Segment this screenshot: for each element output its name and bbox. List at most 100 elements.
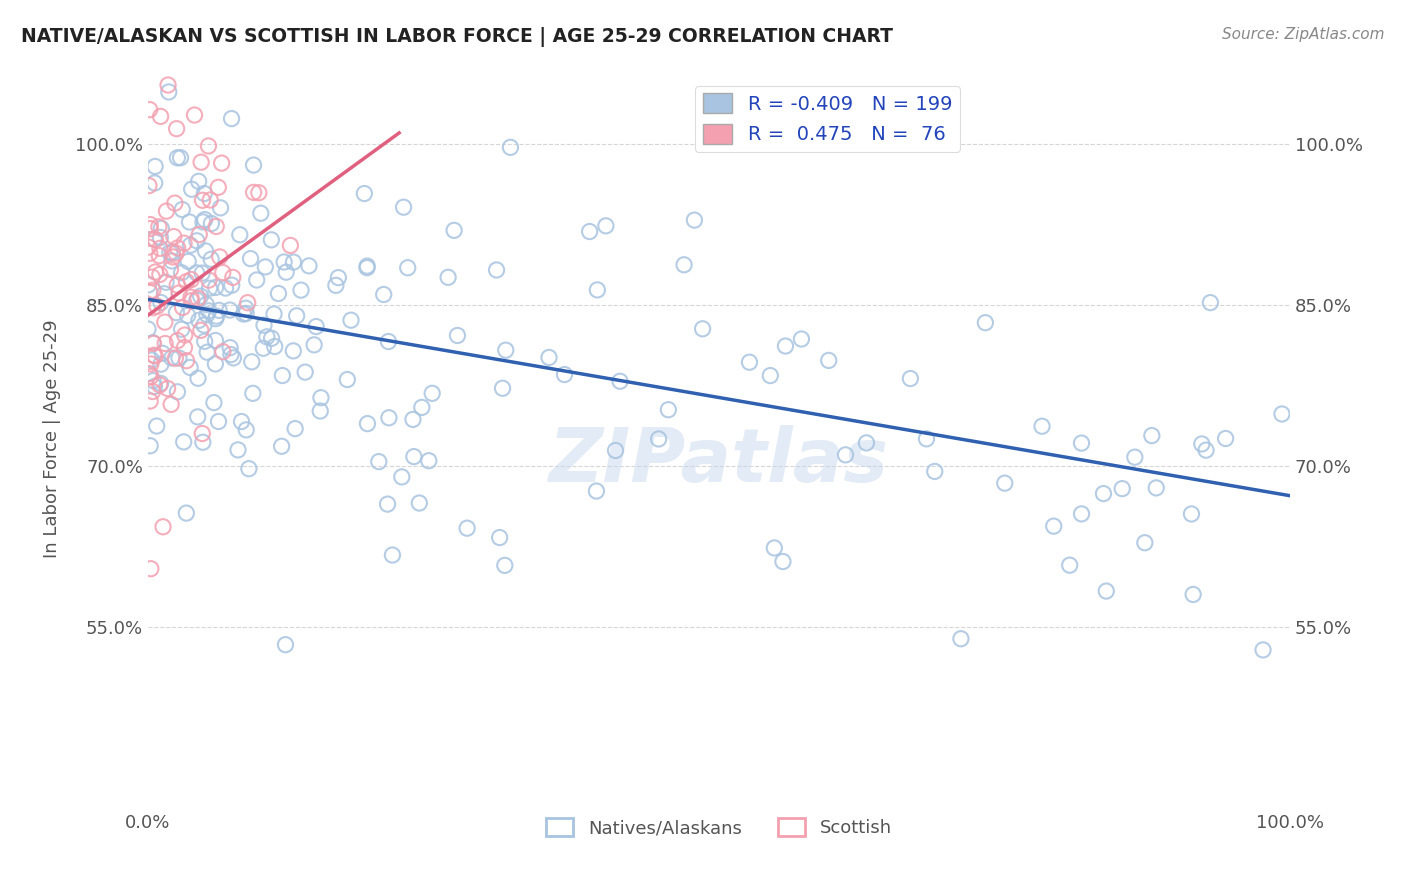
Point [242,386,264,401]
Point [738,355,761,369]
Point [270,439,292,453]
Point [180,272,202,286]
Point [246,273,269,287]
Point [153,286,176,301]
Point [235,301,257,316]
Point [274,638,297,652]
Point [208,250,231,264]
Point [187,174,209,188]
Point [172,301,194,315]
Point [775,339,797,353]
Point [166,151,188,165]
Point [163,196,186,211]
Point [1042,519,1064,533]
Point [772,555,794,569]
Point [166,241,188,255]
Point [202,395,225,409]
Point [207,415,229,429]
Point [391,470,413,484]
Point [260,331,283,345]
Point [139,562,162,576]
Point [195,308,218,322]
Point [759,368,782,383]
Point [949,632,972,646]
Point [183,108,205,122]
Point [204,334,226,348]
Point [162,250,184,264]
Point [139,285,162,300]
Point [855,435,877,450]
Point [208,303,231,318]
Point [692,322,714,336]
Point [377,334,399,349]
Point [188,227,211,242]
Point [207,180,229,194]
Point [309,404,332,418]
Point [170,266,193,280]
Point [325,278,347,293]
Point [190,289,212,303]
Point [378,410,401,425]
Point [1180,507,1202,521]
Point [191,194,214,208]
Point [437,270,460,285]
Point [254,260,277,274]
Point [283,343,305,358]
Point [179,215,201,229]
Point [790,332,813,346]
Point [141,353,163,368]
Point [924,465,946,479]
Point [145,233,167,247]
Point [190,323,212,337]
Point [219,341,242,355]
Point [1144,481,1167,495]
Point [238,461,260,475]
Point [221,112,243,126]
Point [491,381,513,395]
Point [145,265,167,279]
Point [165,246,187,260]
Point [180,293,202,308]
Point [142,283,165,297]
Point [271,368,294,383]
Point [148,219,170,234]
Point [160,351,183,365]
Point [239,252,262,266]
Point [236,295,259,310]
Point [222,270,245,285]
Point [499,140,522,154]
Point [157,78,180,92]
Point [1059,558,1081,573]
Point [294,365,316,379]
Point [537,351,560,365]
Point [157,85,180,99]
Point [1031,419,1053,434]
Point [226,442,249,457]
Point [586,283,609,297]
Point [488,531,510,545]
Point [139,221,162,235]
Point [408,496,430,510]
Point [232,307,254,321]
Point [191,266,214,280]
Point [263,307,285,321]
Point [280,238,302,252]
Point [273,255,295,269]
Point [176,353,198,368]
Point [167,351,190,365]
Point [194,212,217,227]
Point [138,240,160,254]
Text: NATIVE/ALASKAN VS SCOTTISH IN LABOR FORCE | AGE 25-29 CORRELATION CHART: NATIVE/ALASKAN VS SCOTTISH IN LABOR FORC… [21,27,893,46]
Point [267,286,290,301]
Point [418,454,440,468]
Point [176,309,198,323]
Point [167,286,190,301]
Point [146,299,169,313]
Point [138,178,160,193]
Point [456,521,478,535]
Point [204,311,226,326]
Point [353,186,375,201]
Point [155,204,177,219]
Y-axis label: In Labor Force | Age 25-29: In Labor Force | Age 25-29 [44,319,60,558]
Point [186,293,208,307]
